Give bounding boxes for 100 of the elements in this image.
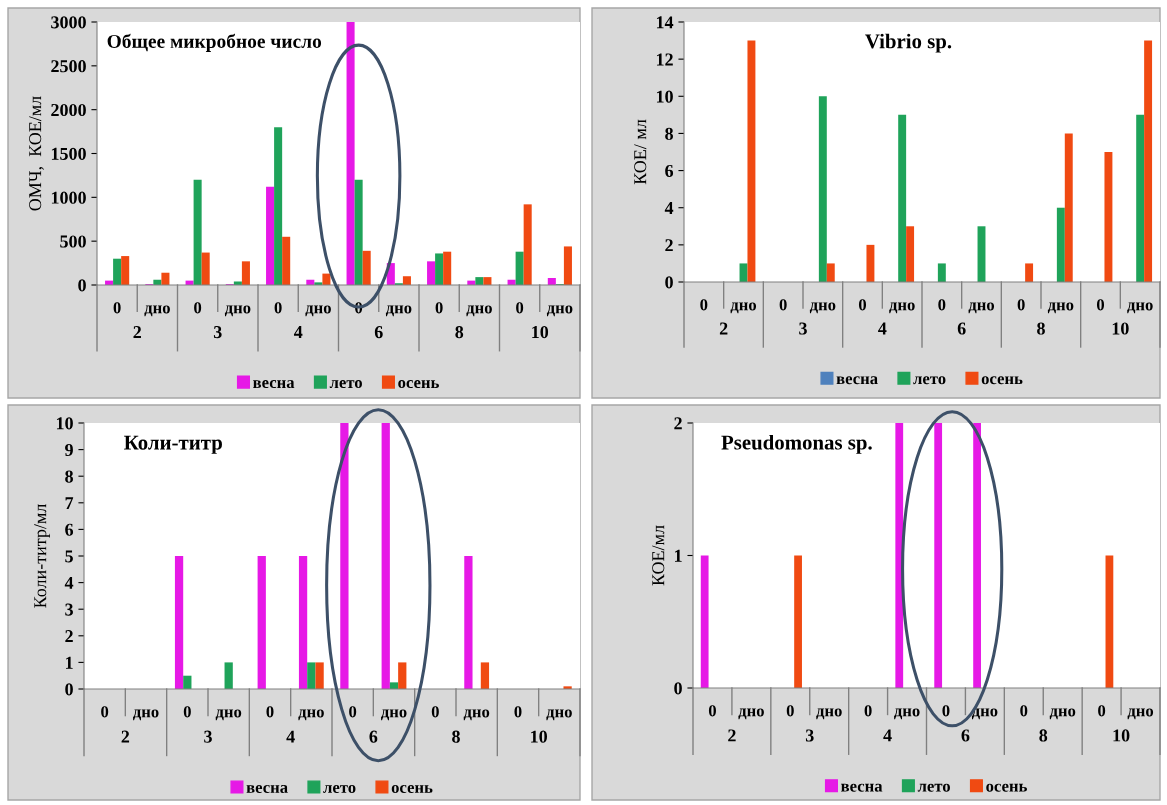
legend-label: осень	[391, 784, 433, 793]
y-tick-label: 14	[656, 16, 674, 29]
y-tick-label: 1	[675, 549, 682, 562]
y-axis-title: Коли-титр/мл	[34, 504, 50, 608]
y-tick-label: 4	[664, 202, 674, 214]
x-tick-label: дно	[381, 709, 407, 721]
x-tick-label: 0	[113, 302, 121, 314]
text: 10	[1112, 322, 1129, 335]
y-tick-label: 10	[656, 90, 673, 103]
y-tick-label: 8	[65, 470, 73, 483]
x-tick-label: 0	[435, 302, 443, 314]
x-tick-label: дно	[809, 302, 836, 314]
y-tick-label: 0	[665, 276, 673, 289]
text: 4	[883, 729, 892, 742]
y-tick-label: 6	[665, 164, 674, 178]
x-tick-label: 0	[1020, 705, 1028, 717]
legend-label: весна	[253, 380, 295, 389]
legend-label: осень	[981, 376, 1023, 385]
y-axis-title: КОЕ/ мл	[634, 119, 647, 185]
x-tick-label: дно	[463, 709, 490, 721]
x-tick-label: дно	[1047, 302, 1074, 314]
x-tick-label: 0	[183, 706, 191, 718]
x-tick-label: 0	[349, 706, 357, 718]
x-tick-label: дно	[889, 302, 915, 314]
y-tick-label: 9	[65, 443, 73, 457]
text: Vibrio sp.	[865, 33, 952, 53]
x-tick-label: 0	[708, 705, 716, 717]
x-tick-label: дно	[305, 305, 331, 317]
x-tick-label: дно	[894, 708, 920, 720]
x-tick-label: 0	[1017, 299, 1025, 311]
x-tick-label: 0	[514, 706, 522, 718]
y-tick-label: 3	[65, 603, 73, 616]
y-tick-label: 1	[66, 656, 73, 669]
text: 4	[293, 326, 303, 338]
text: 6	[957, 322, 966, 335]
y-tick-label: 3000	[51, 16, 86, 29]
y-tick-label: 2000	[51, 103, 86, 117]
x-tick-label: дно	[385, 305, 412, 317]
x-tick-label: 0	[194, 302, 202, 314]
y-tick-label: 0	[65, 683, 73, 696]
x-tick-label: дно	[738, 708, 764, 720]
x-tick-label: 0	[779, 299, 787, 311]
legend-label: лето	[913, 376, 946, 385]
x-tick-label: дно	[1127, 302, 1153, 314]
text: 10	[531, 730, 548, 743]
y-tick-label: 12	[656, 53, 673, 66]
x-tick-label: дно	[730, 302, 757, 314]
x-tick-label: 0	[431, 706, 439, 718]
x-tick-label: дно	[215, 709, 242, 721]
legend-label: осень	[986, 783, 1027, 792]
x-tick-label: 0	[786, 705, 794, 717]
x-tick-label: дно	[968, 302, 995, 314]
x-tick-label: дно	[1049, 708, 1076, 720]
x-tick-label: 0	[938, 299, 946, 311]
text: 8	[1037, 322, 1045, 335]
y-tick-label: 500	[60, 235, 86, 248]
x-tick-label: 0	[274, 302, 282, 314]
text: 6	[374, 326, 383, 339]
text: 8	[455, 325, 464, 339]
x-tick-label: 0	[1096, 299, 1105, 311]
text: 8	[452, 730, 460, 743]
x-tick-label: 0	[101, 706, 109, 718]
y-tick-label: 6	[65, 523, 74, 536]
y-tick-label: 8	[665, 127, 673, 140]
x-tick-label: дно	[546, 305, 573, 317]
y-tick-label: 0	[674, 682, 682, 695]
x-tick-label: дно	[816, 708, 842, 720]
text: 3	[799, 322, 807, 335]
text: 3	[213, 326, 222, 339]
y-tick-label: 1500	[51, 147, 86, 160]
text: 8	[1039, 729, 1048, 742]
y-tick-label: 10	[56, 417, 73, 430]
text: 2	[121, 730, 130, 743]
x-tick-label: 0	[1098, 705, 1106, 717]
legend-label: лето	[329, 380, 362, 389]
y-tick-label: 2	[65, 630, 73, 643]
legend-label: лето	[917, 783, 950, 792]
text: 2	[133, 326, 141, 338]
x-tick-label: дно	[971, 708, 998, 720]
text: 4	[878, 322, 887, 335]
y-axis-title: ОМЧ, КОЕ/мл	[29, 96, 44, 211]
x-tick-label: 0	[516, 302, 524, 314]
x-tick-label: дно	[466, 305, 492, 317]
x-tick-label: 0	[942, 705, 950, 717]
text: Pseudomonas sp.	[721, 434, 872, 454]
y-tick-label: 2500	[51, 60, 86, 73]
text: 2	[719, 322, 728, 335]
y-tick-label: 2	[665, 239, 673, 252]
y-tick-label: 4	[64, 576, 74, 589]
y-axis-title: КОЕ/мл	[652, 525, 665, 586]
legend-label: весна	[836, 376, 878, 385]
y-tick-label: 0	[78, 279, 86, 292]
x-tick-label: дно	[298, 709, 324, 721]
x-tick-label: дно	[224, 305, 251, 317]
text: Общее микробное число	[107, 33, 322, 52]
y-tick-label: 1000	[51, 191, 86, 204]
x-tick-label: 0	[700, 299, 708, 311]
x-tick-label: дно	[1127, 708, 1154, 720]
y-tick-label: 2	[674, 417, 682, 430]
x-tick-label: 0	[858, 299, 867, 311]
